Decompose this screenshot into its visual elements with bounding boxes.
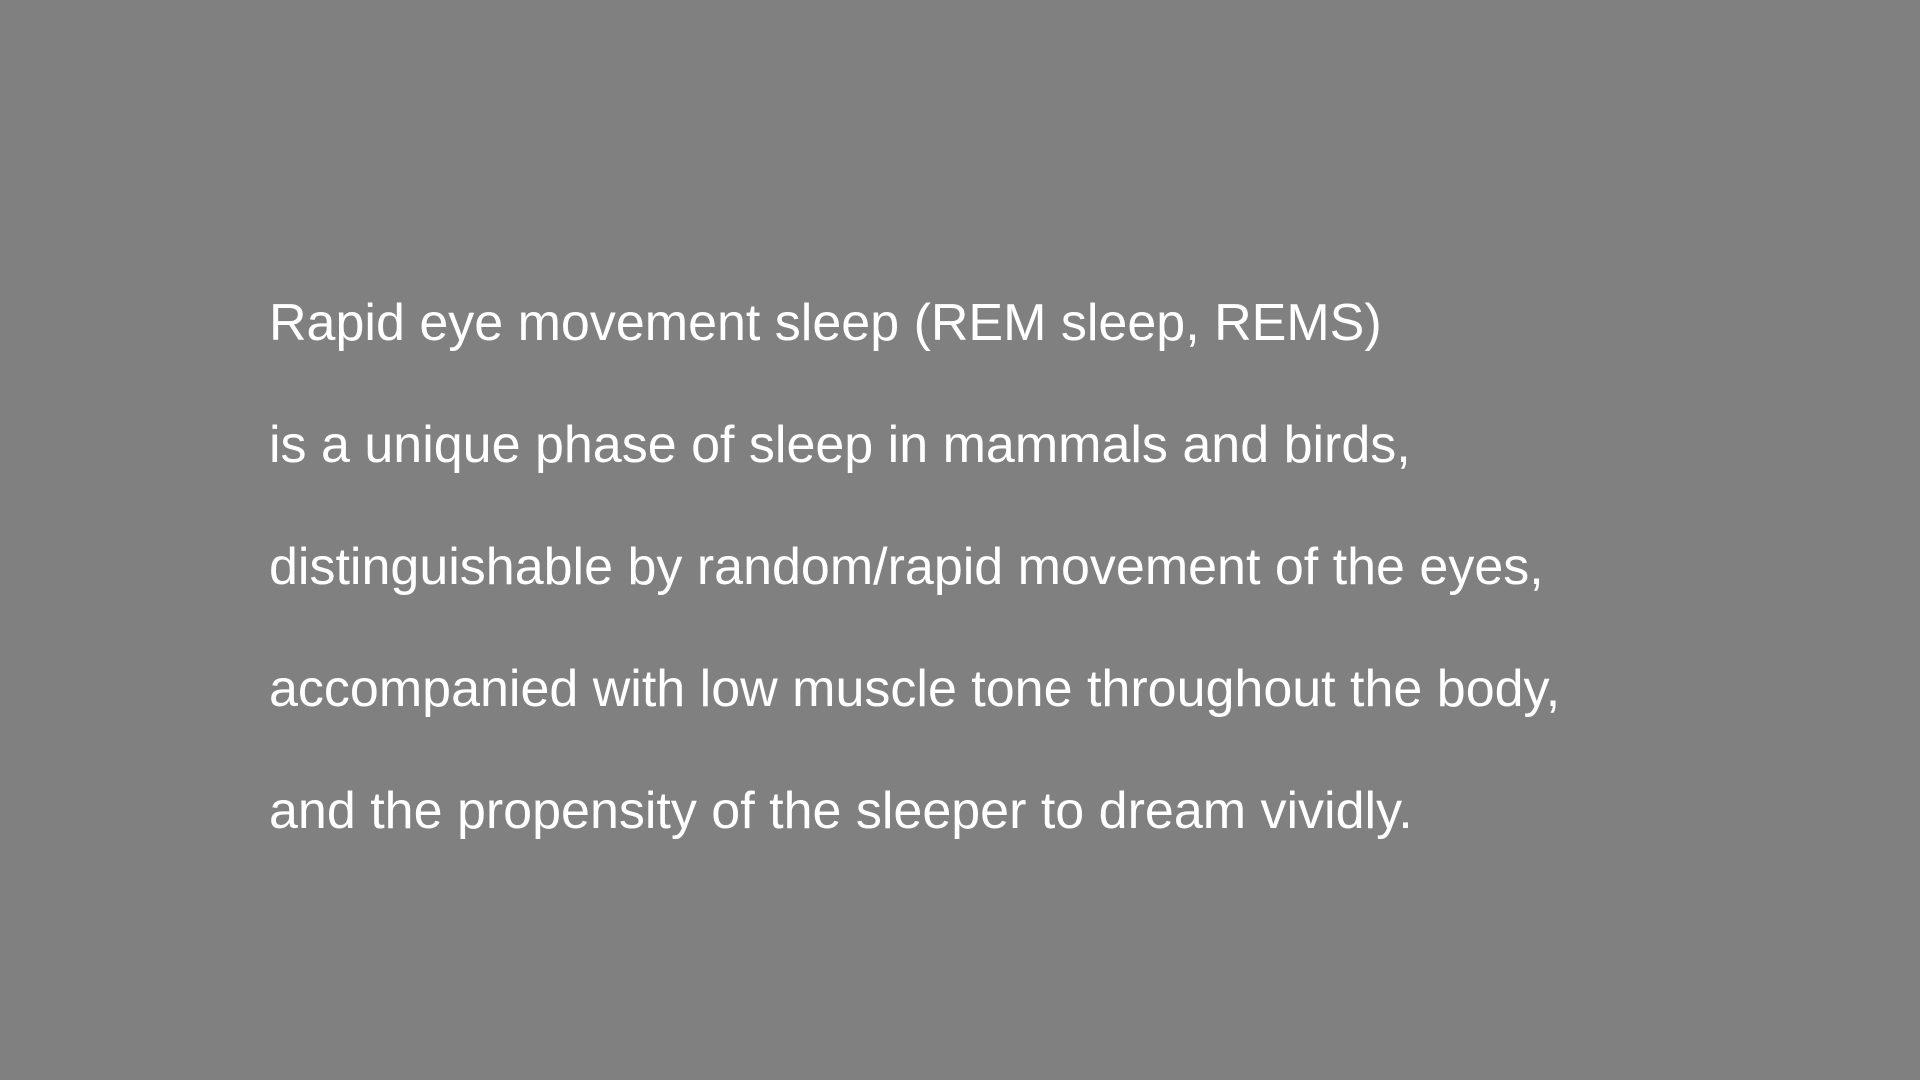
text-line: accompanied with low muscle tone through… — [269, 660, 1561, 718]
paragraph-text: Rapid eye movement sleep (REM sleep, REM… — [269, 262, 1769, 872]
text-line: is a unique phase of sleep in mammals an… — [269, 416, 1411, 474]
text-line: and the propensity of the sleeper to dre… — [269, 782, 1413, 840]
text-line: Rapid eye movement sleep (REM sleep, REM… — [269, 294, 1382, 352]
text-line: distinguishable by random/rapid movement… — [269, 538, 1544, 596]
